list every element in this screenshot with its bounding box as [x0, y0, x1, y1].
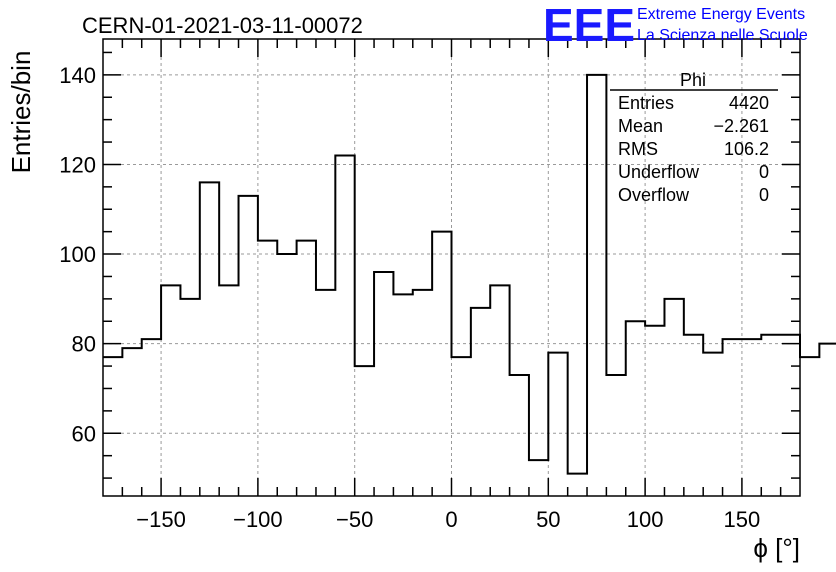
y-tick-label: 60 — [72, 421, 96, 446]
histogram-bin — [510, 375, 529, 496]
y-tick-label: 120 — [59, 152, 96, 177]
stats-box: Phi Entries 4420 Mean −2.261 RMS 106.2 U… — [610, 70, 778, 205]
histogram-bin — [819, 344, 836, 496]
histogram-bin — [800, 357, 819, 496]
y-tick-labels: 60 80 100 120 140 — [59, 63, 96, 446]
stats-value-entries: 4420 — [729, 93, 769, 113]
histogram-bin — [742, 339, 761, 496]
stats-value-rms: 106.2 — [724, 139, 769, 159]
y-tick-label: 100 — [59, 242, 96, 267]
stats-label-underflow: Underflow — [618, 162, 700, 182]
histogram-bin — [297, 241, 316, 496]
histogram-bin — [761, 335, 780, 496]
histogram-bin — [645, 326, 664, 496]
histogram-bin — [413, 290, 432, 496]
histogram-bin — [452, 357, 471, 496]
histogram-bin — [374, 272, 393, 496]
histogram-bin — [180, 299, 199, 496]
histogram-bin — [703, 353, 722, 496]
x-tick-label: 50 — [536, 507, 560, 532]
histogram-bin — [316, 290, 335, 496]
x-axis-label: ϕ [°] — [753, 533, 800, 563]
histogram-step-line — [103, 73, 836, 475]
brand-line-2: La Scienza nelle Scuole — [637, 27, 808, 44]
chart-title: CERN-01-2021-03-11-00072 — [82, 13, 363, 38]
histogram-bin — [548, 353, 567, 496]
histogram-bin — [239, 196, 258, 496]
histogram-bin — [200, 182, 219, 496]
axis-ticks — [103, 39, 800, 496]
histogram-bin — [723, 339, 742, 496]
histogram-bin — [122, 348, 141, 496]
stats-label-overflow: Overflow — [618, 185, 690, 205]
x-tick-label: 0 — [445, 507, 457, 532]
x-tick-label: −100 — [233, 507, 283, 532]
x-tick-labels: −150 −100 −50 0 50 100 150 — [136, 507, 760, 532]
histogram-bin — [219, 285, 238, 496]
histogram-bin — [568, 474, 587, 496]
y-tick-label: 140 — [59, 63, 96, 88]
histogram-bin — [335, 155, 354, 496]
y-tick-label: 80 — [72, 332, 96, 357]
stats-box-title: Phi — [680, 70, 706, 90]
histogram-bin — [277, 254, 296, 496]
histogram-bin — [103, 357, 122, 496]
histogram-bin — [529, 460, 548, 496]
histogram-bin — [781, 335, 800, 496]
stats-label-mean: Mean — [618, 116, 663, 136]
histogram-bin — [258, 241, 277, 496]
histogram-bin — [142, 339, 161, 496]
eee-logo: EEE — [543, 0, 635, 51]
histogram-bin — [490, 285, 509, 496]
stats-label-entries: Entries — [618, 93, 674, 113]
x-tick-label: 150 — [724, 507, 761, 532]
x-tick-label: 100 — [627, 507, 664, 532]
histogram-bin — [626, 321, 645, 496]
x-tick-label: −50 — [336, 507, 373, 532]
histogram-bin — [471, 308, 490, 496]
histogram-bin — [684, 335, 703, 496]
stats-value-underflow: 0 — [759, 162, 769, 182]
stats-label-rms: RMS — [618, 139, 658, 159]
stats-value-mean: −2.261 — [713, 116, 769, 136]
x-tick-label: −150 — [136, 507, 186, 532]
histogram-bin — [606, 375, 625, 496]
histogram-bin — [587, 75, 606, 496]
y-axis-label: Entries/bin — [6, 51, 36, 174]
brand-line-1: Extreme Energy Events — [637, 6, 805, 23]
histogram-bin — [393, 294, 412, 496]
histogram-bin — [664, 299, 683, 496]
histogram-bin — [355, 366, 374, 496]
histogram-bin — [432, 232, 451, 496]
histogram-bin — [161, 285, 180, 496]
stats-value-overflow: 0 — [759, 185, 769, 205]
